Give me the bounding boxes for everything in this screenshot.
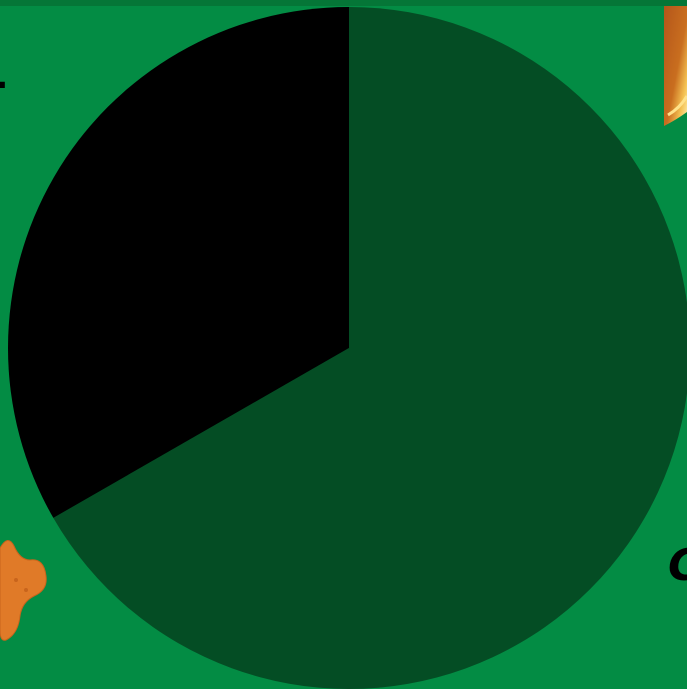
edge-text-right: C [668, 544, 687, 588]
pie-slice-1 [53, 7, 687, 689]
top-strip [0, 0, 687, 6]
gold-coin-icon [664, 6, 687, 126]
orange-biscuit-icon [0, 540, 47, 641]
edge-text-left: L [0, 52, 6, 96]
pie-slice-2 [7, 7, 349, 518]
